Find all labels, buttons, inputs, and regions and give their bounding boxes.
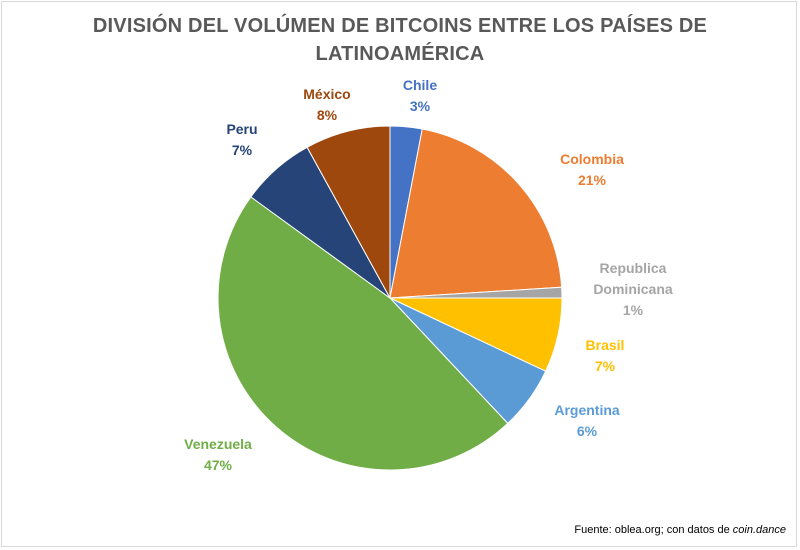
data-label-name: Colombia	[560, 151, 624, 167]
data-label-percent: 21%	[578, 172, 607, 188]
data-label-percent: 8%	[317, 107, 338, 123]
pie-slice-m-xico	[306, 125, 391, 299]
data-label-percent: 3%	[410, 98, 431, 114]
data-label-name: Republica	[600, 260, 667, 276]
pie-slices	[217, 125, 563, 471]
data-label-name: Dominicana	[593, 281, 673, 297]
chart-title-line-2: LATINOAMÉRICA	[315, 43, 485, 65]
data-label-name: Argentina	[554, 402, 620, 418]
data-label-name: Peru	[226, 121, 257, 137]
data-label-chile: Chile 3%	[403, 77, 437, 114]
source-link-text: coin.dance	[732, 524, 786, 536]
chart-title-line-1: DIVISIÓN DEL VOLÚMEN DE BITCOINS ENTRE L…	[92, 15, 708, 37]
data-label-argentina: Argentina 6%	[554, 402, 620, 439]
source-note: Fuente: oblea.org; con datos de coin.dan…	[574, 524, 786, 536]
data-label-peru: Peru 7%	[226, 121, 257, 158]
data-label-brasil: Brasil 7%	[586, 337, 625, 374]
data-label-percent: 7%	[595, 358, 616, 374]
data-label-percent: 1%	[623, 302, 644, 318]
data-label-m-xico: México 8%	[303, 86, 350, 123]
data-label-name: Chile	[403, 77, 437, 93]
chart-title: DIVISIÓN DEL VOLÚMEN DE BITCOINS ENTRE L…	[0, 12, 800, 68]
pie-labels: Chile 3% Colombia 21% Republica Dominicana 1% B…	[184, 77, 673, 473]
data-label-name: Brasil	[586, 337, 625, 353]
data-label-name: México	[303, 86, 350, 102]
data-label-venezuela: Venezuela 47%	[184, 436, 252, 473]
data-label-percent: 6%	[577, 423, 598, 439]
pie-slice-colombia	[389, 128, 563, 299]
data-label-republica-dominicana: Republica Dominicana 1%	[593, 260, 673, 318]
pie-slice-venezuela	[217, 196, 509, 471]
data-label-percent: 47%	[204, 457, 233, 473]
source-text: Fuente: oblea.org; con datos de	[574, 524, 733, 536]
data-label-percent: 7%	[232, 142, 253, 158]
data-label-name: Venezuela	[184, 436, 252, 452]
data-label-colombia: Colombia 21%	[560, 151, 624, 188]
